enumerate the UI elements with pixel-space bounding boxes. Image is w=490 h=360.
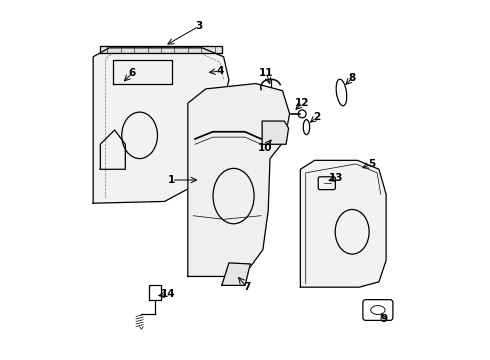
Text: 8: 8 <box>348 73 356 83</box>
Text: 6: 6 <box>129 68 136 78</box>
Text: 1: 1 <box>168 175 175 185</box>
Text: 9: 9 <box>380 314 387 324</box>
Text: 4: 4 <box>216 66 223 76</box>
Polygon shape <box>300 160 386 287</box>
Polygon shape <box>188 84 290 276</box>
Polygon shape <box>93 48 229 203</box>
Polygon shape <box>262 121 289 144</box>
Text: 5: 5 <box>368 159 375 169</box>
Text: 7: 7 <box>243 282 250 292</box>
Text: 2: 2 <box>313 112 320 122</box>
Text: 10: 10 <box>257 143 272 153</box>
Text: 3: 3 <box>195 21 202 31</box>
Text: 11: 11 <box>259 68 274 78</box>
Text: 12: 12 <box>295 98 309 108</box>
Text: 14: 14 <box>161 289 175 299</box>
Polygon shape <box>100 46 222 53</box>
Text: 13: 13 <box>329 173 343 183</box>
Polygon shape <box>222 263 250 285</box>
